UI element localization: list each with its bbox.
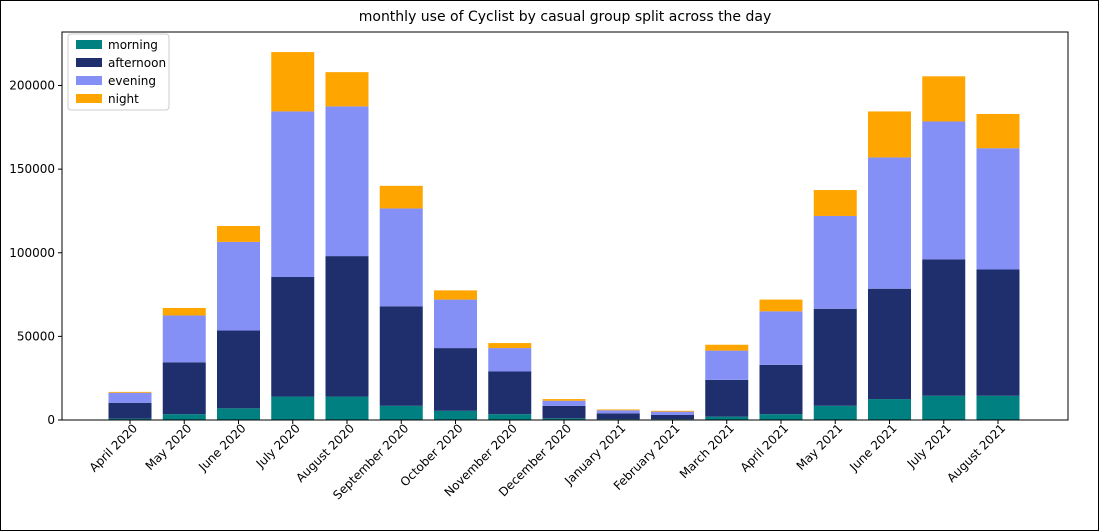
bar-afternoon-9 — [596, 413, 640, 420]
legend-label-night: night — [108, 92, 139, 106]
bars-group — [108, 52, 1020, 420]
bar-evening-6 — [434, 299, 477, 349]
bar-evening-16 — [976, 148, 1020, 270]
bar-morning-11 — [705, 416, 749, 420]
bar-evening-9 — [596, 410, 640, 414]
bar-night-7 — [488, 343, 532, 349]
bar-afternoon-5 — [379, 306, 423, 406]
bar-afternoon-10 — [651, 414, 694, 420]
bar-night-9 — [596, 409, 640, 411]
bar-morning-13 — [813, 405, 857, 420]
bar-afternoon-6 — [434, 348, 477, 411]
bar-night-14 — [868, 111, 911, 158]
legend-swatch-morning — [76, 40, 102, 49]
bar-evening-8 — [542, 400, 586, 406]
legend-label-afternoon: afternoon — [108, 56, 166, 70]
bar-afternoon-2 — [217, 330, 260, 409]
y-tick-label: 150000 — [9, 162, 55, 176]
x-tick-label: April 2021 — [738, 421, 792, 475]
bar-night-10 — [651, 410, 694, 412]
bar-morning-5 — [379, 405, 423, 420]
bar-evening-2 — [217, 241, 260, 331]
bar-morning-4 — [325, 396, 369, 420]
legend-swatch-night — [76, 94, 102, 103]
x-tick-label: June 2020 — [195, 421, 248, 474]
bar-night-0 — [108, 391, 152, 393]
bar-night-4 — [325, 72, 369, 107]
legend: morning afternoon evening night — [67, 33, 170, 111]
bar-night-6 — [434, 290, 477, 300]
bar-afternoon-7 — [488, 371, 532, 415]
bar-evening-7 — [488, 348, 532, 372]
bar-morning-14 — [868, 399, 911, 420]
x-tick-label: June 2021 — [846, 421, 899, 474]
x-tick-label: July 2020 — [253, 421, 303, 471]
bar-night-3 — [271, 52, 315, 112]
bar-evening-1 — [162, 315, 206, 363]
bar-morning-7 — [488, 414, 532, 420]
bar-night-15 — [922, 76, 966, 122]
bar-evening-12 — [759, 311, 803, 365]
bar-afternoon-4 — [325, 256, 369, 397]
bar-morning-12 — [759, 414, 803, 420]
bar-afternoon-8 — [542, 405, 586, 419]
chart-title: monthly use of Cyclist by casual group s… — [359, 9, 772, 25]
bar-morning-16 — [976, 395, 1020, 420]
bar-evening-10 — [651, 411, 694, 415]
bar-afternoon-16 — [976, 269, 1020, 396]
bar-afternoon-12 — [759, 364, 803, 415]
bar-night-11 — [705, 344, 749, 351]
bar-evening-5 — [379, 208, 423, 307]
y-tick-label: 200000 — [9, 79, 55, 93]
bar-night-1 — [162, 307, 206, 316]
bar-morning-1 — [162, 414, 206, 420]
bar-night-8 — [542, 399, 586, 401]
legend-swatch-afternoon — [76, 58, 102, 67]
bar-night-5 — [379, 185, 423, 209]
bar-morning-0 — [108, 418, 152, 420]
bar-night-12 — [759, 299, 803, 312]
bar-morning-3 — [271, 396, 315, 420]
legend-box — [67, 33, 170, 111]
bar-afternoon-3 — [271, 277, 315, 397]
bar-morning-2 — [217, 408, 260, 420]
bar-afternoon-0 — [108, 402, 152, 419]
legend-label-morning: morning — [108, 38, 158, 52]
bar-afternoon-11 — [705, 379, 749, 417]
bar-morning-15 — [922, 395, 966, 420]
x-tick-label: May 2021 — [794, 421, 846, 473]
bar-morning-8 — [542, 418, 586, 420]
bar-afternoon-14 — [868, 288, 911, 400]
legend-swatch-evening — [76, 76, 102, 85]
y-tick-label: 50000 — [17, 329, 55, 343]
x-tick-label: April 2020 — [87, 421, 141, 475]
bar-afternoon-1 — [162, 362, 206, 415]
x-tick-label: August 2021 — [944, 421, 1008, 485]
x-axis: April 2020 May 2020 June 2020 July 2020 Augu… — [87, 420, 1008, 502]
bar-afternoon-13 — [813, 308, 857, 406]
x-tick-label: March 2021 — [677, 421, 737, 481]
y-tick-label: 100000 — [9, 246, 55, 260]
bar-afternoon-15 — [922, 259, 966, 396]
x-tick-label: July 2021 — [904, 421, 954, 471]
legend-label-evening: evening — [108, 74, 156, 88]
bar-evening-0 — [108, 392, 152, 403]
bar-evening-15 — [922, 121, 966, 260]
bar-evening-11 — [705, 350, 749, 380]
bar-night-16 — [976, 113, 1020, 149]
y-tick-label: 0 — [47, 413, 55, 427]
y-axis: 0 50000 100000 150000 200000 — [9, 79, 62, 427]
bar-evening-14 — [868, 157, 911, 289]
bar-night-13 — [813, 190, 857, 216]
bar-evening-3 — [271, 111, 315, 278]
bar-evening-4 — [325, 106, 369, 257]
x-tick-label: May 2020 — [143, 421, 195, 473]
bar-evening-13 — [813, 215, 857, 309]
bar-morning-6 — [434, 410, 477, 420]
plot-area-border — [61, 31, 1069, 421]
bar-night-2 — [217, 226, 260, 242]
